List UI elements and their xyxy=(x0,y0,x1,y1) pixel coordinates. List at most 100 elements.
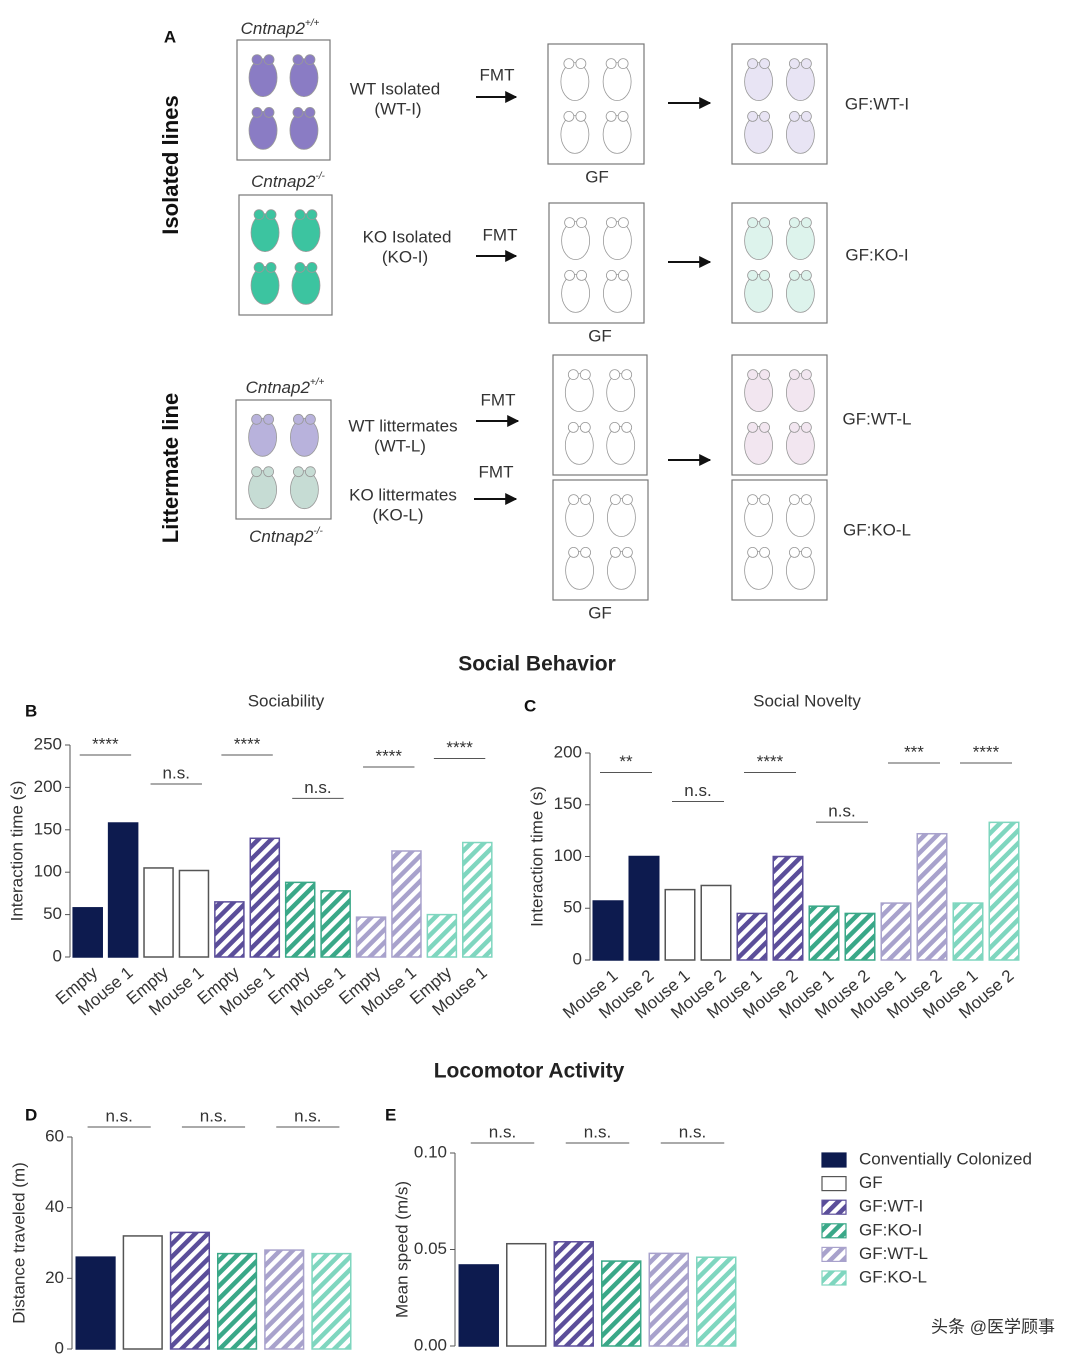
mouse-ear xyxy=(564,217,575,229)
mouse-ear xyxy=(292,413,304,425)
mouse-ear xyxy=(747,369,758,381)
y-tick-label: 250 xyxy=(34,734,62,753)
mouse-ear xyxy=(292,466,304,478)
mouse-ear xyxy=(306,209,318,221)
bar xyxy=(808,905,840,961)
significance-label: **** xyxy=(973,742,1000,761)
mouse-ear xyxy=(759,111,770,122)
mouse-icon xyxy=(744,114,773,154)
legend-swatch xyxy=(821,1175,847,1192)
mouse-ear xyxy=(580,547,591,558)
mouse-ear xyxy=(567,421,579,433)
bar xyxy=(311,1252,352,1350)
mouse-icon xyxy=(603,221,632,261)
panel-a: A Isolated lines Littermate line Cntnap2… xyxy=(158,18,912,623)
y-tick-label: 0.10 xyxy=(414,1142,447,1161)
genotype: Cntnap2-/- xyxy=(251,171,325,192)
mouse-icon xyxy=(744,425,773,465)
panel-label: D xyxy=(25,1105,37,1124)
legend-swatch xyxy=(821,1223,847,1239)
legend-swatch xyxy=(821,1199,847,1215)
mouse-icon xyxy=(744,551,773,590)
mouse-ear xyxy=(789,421,800,433)
mouse-ear xyxy=(610,494,621,506)
mouse-ear xyxy=(576,269,587,281)
y-tick-label: 0 xyxy=(53,946,62,965)
mouse-icon xyxy=(607,498,636,537)
mouse-ear xyxy=(618,269,629,281)
mouse-icon xyxy=(250,265,280,305)
bar xyxy=(553,1241,594,1347)
mouse-ear xyxy=(789,369,800,381)
cage xyxy=(731,202,828,324)
chart: E Mean speed (m/s)0.00 0.05 0.10 n.s. n.s. n.s… xyxy=(385,1105,737,1354)
genotype-sup: +/+ xyxy=(305,18,320,29)
mouse-ear xyxy=(576,217,587,229)
donor-label: (WT-L) xyxy=(374,436,426,455)
mouse-ear xyxy=(575,58,587,69)
significance-label: **** xyxy=(757,752,784,771)
mouse-ear xyxy=(251,413,263,425)
legend-label: GF:WT-I xyxy=(859,1197,923,1216)
y-axis-label: Mean speed (m/s) xyxy=(392,1181,411,1318)
mouse-ear xyxy=(617,58,629,69)
mouse-ear xyxy=(622,547,633,558)
mouse-ear xyxy=(568,494,579,506)
mouse-ear xyxy=(563,58,575,69)
mouse-ear xyxy=(747,58,758,69)
mouse-icon xyxy=(564,425,594,465)
legend-label: GF xyxy=(859,1173,883,1192)
y-tick-label: 50 xyxy=(43,904,62,923)
y-tick-label: 40 xyxy=(45,1197,64,1216)
mouse-icon xyxy=(289,417,319,457)
mouse-ear xyxy=(789,494,800,506)
mouse-ear xyxy=(622,494,633,506)
mouse-icon xyxy=(291,265,321,305)
mouse-ear xyxy=(801,269,812,281)
bar xyxy=(320,890,351,958)
y-tick-label: 60 xyxy=(45,1126,64,1145)
mouse-ear xyxy=(747,421,758,433)
mouse-icon xyxy=(248,417,278,457)
bar xyxy=(122,1235,163,1350)
mouse-icon xyxy=(786,551,815,590)
bar xyxy=(458,1264,499,1347)
cage xyxy=(238,194,333,316)
mouse-ear xyxy=(789,547,800,558)
mouse-ear xyxy=(579,369,591,381)
bar xyxy=(696,1256,737,1347)
mouse-icon xyxy=(786,273,815,313)
significance-label: n.s. xyxy=(163,763,190,782)
mouse-icon xyxy=(744,373,773,413)
fmt-label: FMT xyxy=(479,462,514,481)
mouse-ear xyxy=(263,107,275,118)
mouse-ear xyxy=(253,261,265,273)
mouse-icon xyxy=(602,62,632,101)
donor-label: WT littermates xyxy=(348,416,457,435)
bar xyxy=(592,900,624,961)
mouse-ear xyxy=(801,111,812,122)
mouse-ear xyxy=(759,58,770,69)
mouse-ear xyxy=(801,494,812,506)
mouse-ear xyxy=(251,54,263,65)
bar xyxy=(772,855,804,961)
fmt-label: FMT xyxy=(481,390,516,409)
bar xyxy=(216,1252,258,1350)
y-tick-label: 0 xyxy=(573,949,582,968)
bar xyxy=(601,1260,642,1347)
donor-label: (KO-I) xyxy=(382,247,428,266)
mouse-icon xyxy=(744,498,773,537)
y-axis-label: Interaction time (s) xyxy=(7,781,26,922)
mouse-ear xyxy=(606,217,617,229)
mouse-icon xyxy=(289,110,319,150)
mouse-ear xyxy=(759,217,770,229)
bar xyxy=(107,822,139,958)
cage xyxy=(731,479,828,601)
bar xyxy=(214,901,245,958)
mouse-ear xyxy=(579,421,591,433)
mouse-ear xyxy=(801,547,812,558)
cage xyxy=(547,43,645,165)
mouse-ear xyxy=(789,111,800,122)
mouse-ear xyxy=(294,209,306,221)
watermark: 头条 @医学顾事 xyxy=(931,1317,1055,1336)
